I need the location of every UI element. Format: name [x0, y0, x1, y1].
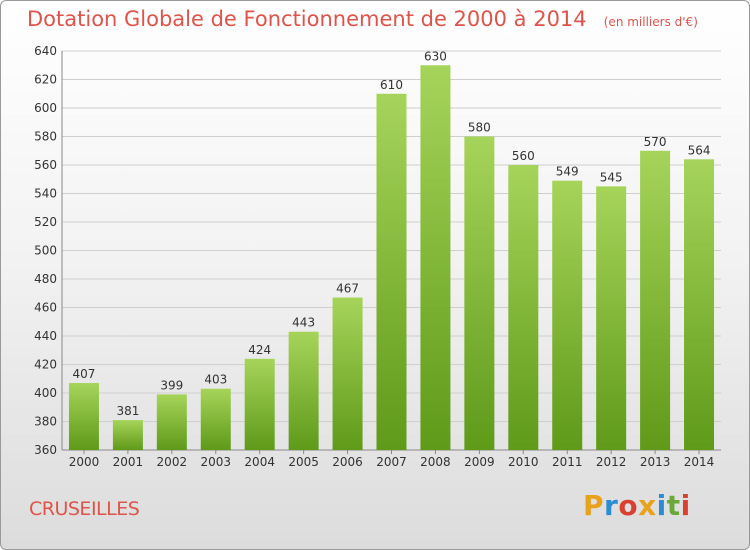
y-tick-label: 640: [34, 44, 57, 58]
x-tick-label: 2008: [420, 455, 451, 469]
bar-value-label: 545: [600, 170, 623, 184]
x-tick-label: 2007: [376, 455, 407, 469]
y-tick-label: 560: [34, 158, 57, 172]
y-tick-label: 400: [34, 386, 57, 400]
bar: [332, 297, 363, 450]
x-tick-label: 2013: [640, 455, 671, 469]
bar-value-label: 610: [380, 78, 403, 92]
x-tick-label: 2001: [113, 455, 144, 469]
bar-value-label: 443: [292, 316, 315, 330]
x-tick-label: 2012: [596, 455, 627, 469]
bar: [200, 388, 231, 450]
bar: [596, 186, 627, 450]
brand-logo-letter: i: [680, 489, 691, 522]
brand-logo-letter: P: [583, 489, 605, 522]
bar: [464, 136, 495, 450]
bar: [112, 420, 143, 450]
y-tick-label: 620: [34, 73, 57, 87]
bar-value-label: 570: [644, 135, 667, 149]
bar-value-label: 467: [336, 282, 359, 296]
x-tick-label: 2005: [288, 455, 319, 469]
brand-logo-letter: t: [666, 489, 681, 522]
x-tick-label: 2006: [332, 455, 363, 469]
bar: [156, 394, 187, 450]
x-tick-label: 2011: [552, 455, 583, 469]
bar-value-label: 381: [116, 404, 139, 418]
bar-value-label: 549: [556, 165, 579, 179]
x-tick-label: 2000: [69, 455, 100, 469]
bar-value-label: 399: [160, 378, 183, 392]
bar-value-label: 560: [512, 149, 535, 163]
bar-value-label: 403: [204, 373, 227, 387]
brand-logo-letter: r: [604, 489, 619, 522]
bar: [640, 150, 671, 450]
commune-name: CRUSEILLES: [29, 498, 140, 520]
chart-title: Dotation Globale de Fonctionnement de 20…: [27, 7, 698, 31]
y-tick-label: 480: [34, 272, 57, 286]
x-tick-label: 2003: [200, 455, 231, 469]
x-tick-label: 2002: [157, 455, 188, 469]
bar-value-label: 580: [468, 121, 491, 135]
y-tick-label: 380: [34, 415, 57, 429]
y-tick-label: 440: [34, 329, 57, 343]
bar: [684, 159, 715, 451]
y-tick-label: 580: [34, 130, 57, 144]
y-tick-label: 520: [34, 215, 57, 229]
brand-logo-letter: x: [638, 489, 657, 522]
x-tick-label: 2010: [508, 455, 539, 469]
chart-title-main: Dotation Globale de Fonctionnement de 20…: [27, 7, 587, 31]
x-tick-label: 2014: [684, 455, 715, 469]
bar-value-label: 564: [688, 143, 711, 157]
y-tick-label: 360: [34, 443, 57, 457]
brand-logo-letter: i: [656, 489, 667, 522]
bar: [68, 383, 99, 450]
x-tick-label: 2004: [244, 455, 275, 469]
chart-title-unit: (en milliers d'€): [603, 15, 698, 29]
bar-value-label: 630: [424, 49, 447, 63]
y-tick-label: 460: [34, 301, 57, 315]
bar: [552, 180, 583, 451]
bar: [244, 358, 275, 450]
brand-logo-letter: o: [618, 489, 639, 522]
bar-value-label: 424: [248, 343, 271, 357]
bar: [288, 331, 319, 450]
x-tick-label: 2009: [464, 455, 495, 469]
y-tick-label: 540: [34, 187, 57, 201]
bar-value-label: 407: [73, 367, 96, 381]
y-tick-label: 500: [34, 244, 57, 258]
bar: [376, 93, 407, 450]
bar: [508, 165, 539, 450]
y-tick-label: 420: [34, 358, 57, 372]
bar: [420, 65, 451, 450]
y-tick-label: 600: [34, 101, 57, 115]
brand-logo: Proxiti: [583, 489, 691, 522]
